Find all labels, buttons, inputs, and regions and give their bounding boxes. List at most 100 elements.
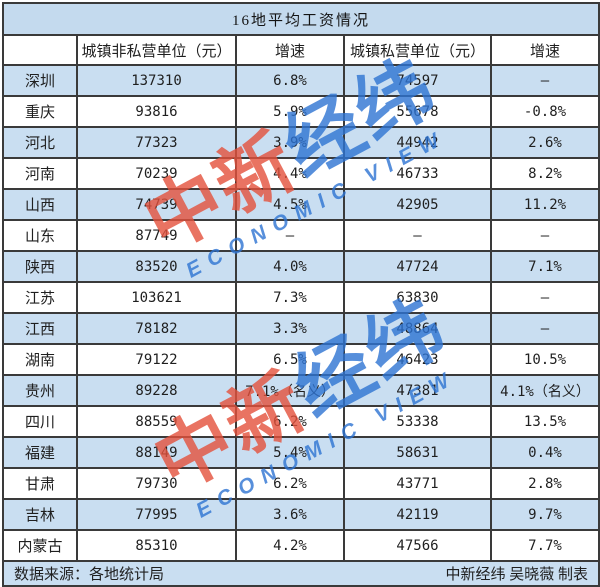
cell-nonprivate-value: 70239: [76, 157, 237, 190]
cell-private-value: 42905: [343, 188, 492, 221]
cell-growth1-value: 5.4%: [235, 436, 345, 469]
cell-nonprivate-value: 74739: [76, 188, 237, 221]
col-header-nonprivate: 城镇非私营单位（元）: [76, 34, 237, 66]
cell-growth2-value: 10.5%: [489, 343, 600, 376]
col-header-private: 城镇私营单位（元）: [343, 34, 492, 66]
cell-private-value: 58631: [343, 436, 492, 469]
table-row: 山东 87749 – – –: [2, 219, 600, 252]
table-row: 山西 74739 4.5% 42905 11.2%: [2, 188, 600, 221]
col-header-region: [2, 34, 78, 66]
table-row: 四川 88559 6.2% 53338 13.5%: [2, 405, 600, 438]
credit-note: 中新经纬 吴晓薇 制表: [445, 567, 589, 583]
cell-region: 江西: [2, 312, 78, 345]
cell-growth1-value: 3.3%: [235, 312, 345, 345]
cell-growth2-value: 9.7%: [489, 498, 600, 531]
table-title: 16地平均工资情况: [1, 2, 600, 36]
cell-private-value: 47566: [343, 529, 492, 562]
table-row: 甘肃 79730 6.2% 43771 2.8%: [2, 467, 600, 500]
cell-region: 深圳: [2, 64, 78, 97]
table-row: 重庆 93816 5.9% 55678 -0.8%: [2, 95, 600, 128]
cell-growth2-value: 7.7%: [489, 529, 600, 562]
cell-nonprivate-value: 85310: [76, 529, 237, 562]
cell-growth2-value: –: [489, 64, 600, 97]
cell-growth1-value: –: [235, 219, 345, 252]
col-header-growth1: 增速: [235, 34, 345, 66]
cell-region: 山东: [2, 219, 78, 252]
cell-region: 四川: [2, 405, 78, 438]
col-header-growth2: 增速: [489, 34, 600, 66]
table-row: 河南 70239 4.4% 46733 8.2%: [2, 157, 600, 190]
cell-growth1-value: 7.3%: [235, 281, 345, 314]
cell-private-value: 46733: [343, 157, 492, 190]
cell-private-value: 63830: [343, 281, 492, 314]
cell-growth2-value: 13.5%: [489, 405, 600, 438]
cell-growth1-value: 4.5%: [235, 188, 345, 221]
cell-region: 重庆: [2, 95, 78, 128]
cell-growth2-value: 11.2%: [489, 188, 600, 221]
cell-growth1-value: 5.9%: [235, 95, 345, 128]
table-row: 江苏 103621 7.3% 63830 –: [2, 281, 600, 314]
cell-private-value: –: [343, 219, 492, 252]
cell-region: 江苏: [2, 281, 78, 314]
cell-growth2-value: 8.2%: [489, 157, 600, 190]
table-row: 湖南 79122 6.5% 46423 10.5%: [2, 343, 600, 376]
cell-nonprivate-value: 88149: [76, 436, 237, 469]
cell-region: 福建: [2, 436, 78, 469]
title-row: 16地平均工资情况: [1, 2, 600, 36]
table-row: 陕西 83520 4.0% 47724 7.1%: [2, 250, 600, 283]
cell-growth2-value: 0.4%: [489, 436, 600, 469]
cell-growth1-value: 6.8%: [235, 64, 345, 97]
cell-growth2-value: –: [489, 312, 600, 345]
cell-growth1-value: 4.0%: [235, 250, 345, 283]
cell-nonprivate-value: 103621: [76, 281, 237, 314]
cell-nonprivate-value: 79730: [76, 467, 237, 500]
cell-nonprivate-value: 137310: [76, 64, 237, 97]
cell-nonprivate-value: 89228: [76, 374, 237, 407]
cell-private-value: 74597: [343, 64, 492, 97]
cell-private-value: 53338: [343, 405, 492, 438]
table-row: 江西 78182 3.3% 48864 –: [2, 312, 600, 345]
cell-growth1-value: 6.2%: [235, 467, 345, 500]
cell-region: 山西: [2, 188, 78, 221]
cell-growth1-value: 6.2%: [235, 405, 345, 438]
header-row: 城镇非私营单位（元） 增速 城镇私营单位（元） 增速: [2, 34, 600, 66]
cell-private-value: 47724: [343, 250, 492, 283]
cell-private-value: 47381: [343, 374, 492, 407]
cell-nonprivate-value: 83520: [76, 250, 237, 283]
cell-growth2-value: -0.8%: [489, 95, 600, 128]
data-source-note: 数据来源：各地统计局: [14, 567, 165, 583]
cell-private-value: 55678: [343, 95, 492, 128]
cell-nonprivate-value: 78182: [76, 312, 237, 345]
cell-region: 甘肃: [2, 467, 78, 500]
table-row: 河北 77323 3.9% 44942 2.6%: [2, 126, 600, 159]
cell-growth1-value: 6.5%: [235, 343, 345, 376]
cell-nonprivate-value: 77323: [76, 126, 237, 159]
cell-nonprivate-value: 79122: [76, 343, 237, 376]
table-row: 内蒙古 85310 4.2% 47566 7.7%: [2, 529, 600, 562]
cell-growth2-value: 7.1%: [489, 250, 600, 283]
cell-growth1-value: 3.9%: [235, 126, 345, 159]
cell-private-value: 48864: [343, 312, 492, 345]
cell-private-value: 44942: [343, 126, 492, 159]
cell-growth2-value: –: [489, 219, 600, 252]
cell-nonprivate-value: 87749: [76, 219, 237, 252]
cell-growth2-value: 2.8%: [489, 467, 600, 500]
table-row: 深圳 137310 6.8% 74597 –: [2, 64, 600, 97]
cell-growth2-value: 2.6%: [489, 126, 600, 159]
cell-region: 贵州: [2, 374, 78, 407]
cell-private-value: 42119: [343, 498, 492, 531]
cell-private-value: 46423: [343, 343, 492, 376]
cell-nonprivate-value: 93816: [76, 95, 237, 128]
footer-row: 数据来源：各地统计局 中新经纬 吴晓薇 制表: [1, 560, 600, 587]
cell-region: 湖南: [2, 343, 78, 376]
cell-growth1-value: 7.1%（名义）: [235, 374, 345, 407]
cell-growth2-value: 4.1%（名义）: [489, 374, 600, 407]
cell-region: 河南: [2, 157, 78, 190]
cell-nonprivate-value: 88559: [76, 405, 237, 438]
cell-region: 河北: [2, 126, 78, 159]
table-row: 贵州 89228 7.1%（名义） 47381 4.1%（名义）: [2, 374, 600, 407]
cell-growth1-value: 4.4%: [235, 157, 345, 190]
cell-region: 吉林: [2, 498, 78, 531]
